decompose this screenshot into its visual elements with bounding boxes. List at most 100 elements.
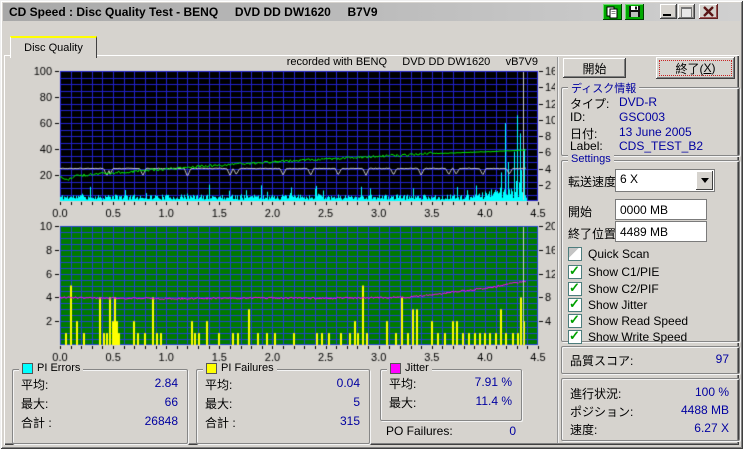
jitter-avg-value: 7.91 % xyxy=(474,375,512,389)
pi-failures-legend-swatch xyxy=(206,362,217,374)
pi-failures-title: PI Failures xyxy=(221,362,274,374)
start-pos-value: 0000 MB xyxy=(620,202,669,217)
show-read-speed-label: Show Read Speed xyxy=(588,314,689,328)
pi-failures-group: PI Failures 平均: 0.04 最大: 5 合計 : 315 xyxy=(196,362,370,444)
quality-score-label: 品質スコア: xyxy=(570,354,634,368)
pi-errors-total-label: 合計 : xyxy=(21,416,52,430)
show-c1-pie-label: Show C1/PIE xyxy=(588,265,660,279)
jitter-legend-swatch xyxy=(390,362,401,374)
disc-type-value: DVD-R xyxy=(619,95,657,109)
close-button[interactable] xyxy=(699,4,718,19)
disc-type-label: タイプ: xyxy=(570,97,610,111)
pif-jitter-chart xyxy=(10,216,555,368)
panel-divider xyxy=(557,57,559,443)
pi-failures-total-label: 合計 : xyxy=(205,416,236,430)
quality-score-group: 品質スコア: 97 xyxy=(561,346,740,374)
speed-label: 速度: xyxy=(570,423,598,437)
progress-label: 進行状況: xyxy=(570,387,622,401)
show-write-speed-label: Show Write Speed xyxy=(588,330,688,344)
checkbox-show-c2-pif[interactable]: Show C2/PIF xyxy=(568,280,659,296)
transfer-speed-label: 転送速度 xyxy=(568,175,617,189)
exit-label-post: ) xyxy=(711,61,716,75)
jitter-max-value: 11.4 % xyxy=(475,394,512,408)
disc-id-value: GSC003 xyxy=(619,110,666,124)
maximize-icon xyxy=(681,7,692,18)
tab-disc-quality[interactable]: Disc Quality xyxy=(10,36,97,58)
pi-failures-avg-value: 0.04 xyxy=(336,376,360,390)
minimize-button[interactable] xyxy=(660,4,677,19)
show-read-speed-checkbox[interactable] xyxy=(568,312,582,328)
disc-info-title: ディスク情報 xyxy=(568,80,640,96)
show-c2-pif-checkbox[interactable] xyxy=(568,280,582,296)
combo-dropdown-button[interactable] xyxy=(696,171,713,190)
settings-title: Settings xyxy=(568,153,614,165)
close-icon xyxy=(703,6,714,17)
start-button[interactable]: 開始 xyxy=(563,58,626,78)
show-c1-pie-checkbox[interactable] xyxy=(568,263,582,279)
jitter-title: Jitter xyxy=(405,362,429,374)
pi-errors-group: PI Errors 平均: 2.84 最大: 66 合計 : 26848 xyxy=(12,362,188,444)
exit-label-pre: 終了( xyxy=(675,61,704,76)
speed-value: 6.27 X xyxy=(694,421,729,435)
end-pos-label: 終了位置 xyxy=(568,227,617,241)
checkbox-show-jitter[interactable]: Show Jitter xyxy=(568,296,648,312)
exit-button[interactable]: 終了(X) xyxy=(656,57,735,79)
disc-label-label: Label: xyxy=(570,139,603,153)
quality-chart xyxy=(10,60,555,222)
disc-id-label: ID: xyxy=(570,110,586,124)
position-value: 4488 MB xyxy=(680,403,729,417)
transfer-speed-select[interactable]: 6 X xyxy=(615,169,715,192)
disc-date-value: 13 June 2005 xyxy=(619,125,692,139)
chevron-down-icon xyxy=(700,178,709,183)
start-pos-label: 開始 xyxy=(568,205,593,219)
show-c2-pif-label: Show C2/PIF xyxy=(588,282,659,296)
chart-header: recorded with BENQ DVD DD DW1620 vB7V9 xyxy=(286,56,538,68)
exit-label-mnemonic: X xyxy=(703,61,712,75)
pi-errors-avg-value: 2.84 xyxy=(154,376,178,390)
end-pos-value: 4489 MB xyxy=(620,224,669,239)
tab-label: Disc Quality xyxy=(24,42,83,54)
title-bar: CD Speed : Disc Quality Test - BENQ DVD … xyxy=(3,3,740,21)
end-pos-field[interactable]: 4489 MB xyxy=(615,221,707,242)
save-icon xyxy=(629,6,640,17)
jitter-max-label: 最大: xyxy=(389,396,417,410)
window-title: CD Speed : Disc Quality Test - BENQ DVD … xyxy=(9,5,378,19)
copy-icon xyxy=(606,6,618,19)
show-jitter-checkbox[interactable] xyxy=(568,296,582,312)
checkbox-show-c1-pie[interactable]: Show C1/PIE xyxy=(568,263,660,279)
po-failures-value: 0 xyxy=(509,424,516,438)
quick-scan-label: Quick Scan xyxy=(588,247,650,261)
progress-group: 進行状況: 100 % ポジション: 4488 MB 速度: 6.27 X xyxy=(561,378,740,441)
save-button[interactable] xyxy=(625,4,644,20)
disc-info-group: ディスク情報 タイプ: DVD-R ID: GSC003 日付: 13 June… xyxy=(561,80,740,156)
copy-button[interactable] xyxy=(603,4,622,20)
settings-group: Settings 転送速度 6 X 開始 0000 MB 終了位置 4489 M… xyxy=(561,153,740,344)
checkbox-show-read-speed[interactable]: Show Read Speed xyxy=(568,312,689,328)
pi-failures-max-label: 最大: xyxy=(205,397,233,411)
checkbox-show-write-speed[interactable]: Show Write Speed xyxy=(568,328,688,344)
pi-errors-avg-label: 平均: xyxy=(21,378,49,392)
pi-failures-total-value: 315 xyxy=(339,414,360,428)
pi-errors-total-value: 26848 xyxy=(144,414,178,428)
po-failures-row: PO Failures: 0 xyxy=(386,424,516,439)
pi-failures-max-value: 5 xyxy=(353,395,360,409)
start-pos-field[interactable]: 0000 MB xyxy=(615,199,707,220)
exit-button-inner: 終了(X) xyxy=(659,60,732,76)
pi-errors-max-label: 最大: xyxy=(21,397,49,411)
pi-errors-legend-swatch xyxy=(22,362,33,374)
minimize-icon xyxy=(663,14,671,16)
pi-failures-avg-label: 平均: xyxy=(205,378,233,392)
checkbox-quick-scan[interactable]: Quick Scan xyxy=(568,247,649,261)
jitter-avg-label: 平均: xyxy=(389,377,417,391)
quick-scan-checkbox[interactable] xyxy=(568,247,582,261)
po-failures-label: PO Failures: xyxy=(386,424,453,438)
start-button-label: 開始 xyxy=(582,61,607,76)
maximize-button[interactable] xyxy=(678,4,695,19)
jitter-group: Jitter 平均: 7.91 % 最大: 11.4 % xyxy=(380,362,522,421)
show-write-speed-checkbox[interactable] xyxy=(568,328,582,344)
disc-date-label: 日付: xyxy=(570,127,598,141)
progress-value: 100 % xyxy=(694,385,729,399)
quality-score-value: 97 xyxy=(715,352,729,366)
show-jitter-label: Show Jitter xyxy=(588,298,648,312)
